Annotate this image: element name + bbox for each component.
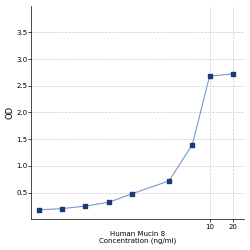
X-axis label: Human Mucin 8
Concentration (ng/ml): Human Mucin 8 Concentration (ng/ml) (99, 231, 176, 244)
Point (84, 204, 87, 208)
Point (208, 74, 212, 78)
Point (167, 179, 171, 183)
Point (107, 200, 111, 204)
Point (37, 208, 41, 212)
Point (60, 207, 64, 211)
Point (231, 72, 235, 76)
Point (130, 192, 134, 196)
Y-axis label: OD: OD (6, 106, 15, 119)
Point (190, 142, 194, 146)
